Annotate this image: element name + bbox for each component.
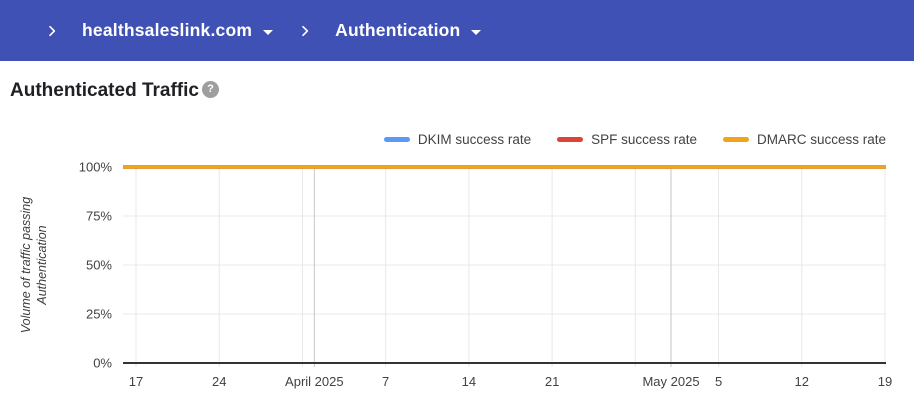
legend-label: DMARC success rate — [756, 132, 886, 147]
svg-text:14: 14 — [462, 374, 476, 389]
domain-selector-label: healthsaleslink.com — [82, 20, 253, 40]
legend-label: SPF success rate — [591, 132, 697, 147]
caret-down-icon — [263, 29, 274, 35]
page-title: Authenticated Traffic — [10, 80, 199, 101]
svg-text:17: 17 — [129, 374, 143, 389]
legend-swatch-icon — [383, 137, 410, 142]
svg-text:21: 21 — [545, 374, 559, 389]
title-row: Authenticated Traffic ? — [10, 80, 219, 102]
svg-text:24: 24 — [212, 374, 226, 389]
section-selector[interactable]: Authentication — [335, 20, 482, 41]
svg-text:5: 5 — [715, 374, 722, 389]
svg-text:April 2025: April 2025 — [285, 374, 344, 389]
chart-legend: DKIM success rate SPF success rate DMARC s… — [0, 132, 886, 147]
svg-text:May 2025: May 2025 — [642, 374, 699, 389]
domain-selector[interactable]: healthsaleslink.com — [82, 20, 274, 41]
top-nav-bar: healthsaleslink.com Authentication — [0, 0, 914, 61]
help-icon[interactable]: ? — [201, 80, 219, 98]
section-selector-label: Authentication — [335, 20, 461, 40]
svg-text:75%: 75% — [86, 209, 112, 224]
legend-swatch-icon — [557, 137, 584, 142]
svg-text:19: 19 — [878, 374, 892, 389]
svg-text:7: 7 — [382, 374, 389, 389]
legend-swatch-icon — [722, 137, 749, 142]
legend-item-dmarc: DMARC success rate — [722, 132, 886, 147]
svg-text:50%: 50% — [86, 258, 112, 273]
caret-down-icon — [471, 29, 482, 35]
svg-text:0%: 0% — [93, 356, 112, 371]
breadcrumb-chevron-icon — [297, 23, 313, 39]
svg-text:100%: 100% — [79, 160, 113, 175]
legend-item-dkim: DKIM success rate — [383, 132, 532, 147]
svg-text:25%: 25% — [86, 307, 112, 322]
svg-text:12: 12 — [795, 374, 809, 389]
legend-label: DKIM success rate — [417, 132, 532, 147]
authenticated-traffic-chart[interactable]: 0% 25% 50% 75% 100% 17 24 7 14 21 5 12 19 April 2025 M… — [0, 155, 914, 411]
legend-item-spf: SPF success rate — [557, 132, 697, 147]
breadcrumb-chevron-icon — [44, 23, 60, 39]
